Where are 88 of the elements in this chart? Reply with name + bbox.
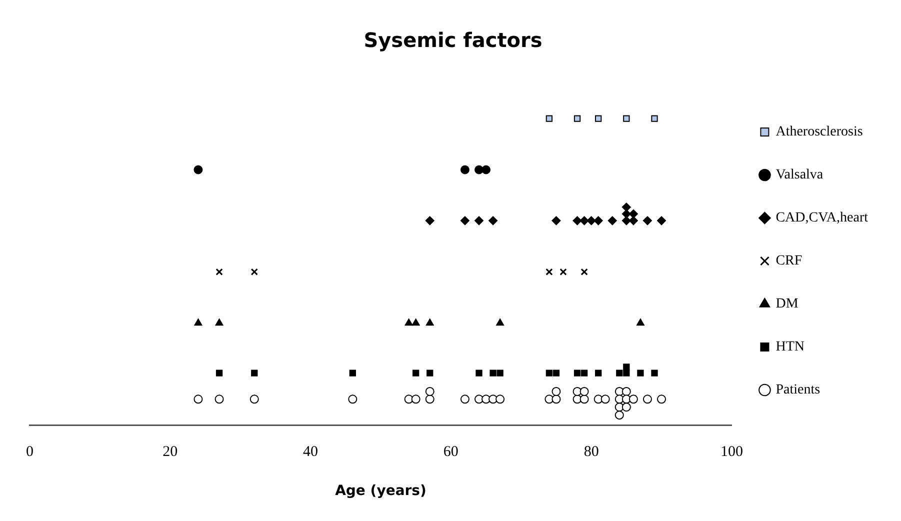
x-tick-label: 40 (303, 444, 318, 460)
chart-title: Sysemic factors (364, 28, 542, 52)
legend-label: HTN (776, 340, 804, 355)
point (574, 115, 581, 122)
point (580, 394, 589, 404)
point (600, 394, 610, 404)
point (580, 370, 588, 376)
point (426, 370, 434, 376)
point (496, 318, 504, 326)
point (628, 216, 638, 226)
legend-label: Patients (776, 382, 820, 398)
point (214, 394, 224, 404)
point (348, 394, 358, 404)
point (412, 318, 420, 326)
point (194, 165, 203, 174)
point (425, 386, 434, 396)
point (251, 370, 258, 376)
point (349, 370, 356, 376)
point (552, 394, 561, 404)
point (194, 318, 202, 326)
point (250, 268, 258, 276)
point (572, 216, 582, 226)
point (642, 394, 652, 404)
point (622, 402, 631, 412)
point (580, 386, 589, 396)
point (546, 115, 553, 122)
x-tick-label: 80 (584, 444, 599, 460)
point (546, 268, 553, 276)
point (628, 394, 638, 404)
point (474, 216, 484, 226)
point (425, 394, 434, 404)
point (608, 216, 617, 226)
point (496, 370, 504, 376)
legend-label: DM (776, 296, 799, 312)
x-tick-label: 60 (443, 444, 458, 460)
legend-label: CAD,CVA,heart (776, 210, 868, 226)
point (250, 394, 259, 404)
point (595, 115, 602, 122)
point (546, 370, 553, 376)
point (594, 216, 603, 226)
point (637, 370, 644, 376)
x-tick-label: 0 (26, 444, 34, 460)
point (595, 370, 602, 376)
point (642, 216, 652, 226)
point (488, 216, 498, 226)
point (426, 318, 434, 326)
point (623, 115, 630, 122)
point (460, 165, 470, 174)
point (412, 370, 420, 376)
point (657, 216, 666, 226)
point (574, 370, 581, 376)
point (460, 394, 470, 404)
point (404, 318, 413, 326)
legend-label: Valsalva (776, 168, 824, 183)
point (636, 318, 644, 326)
point (552, 370, 560, 376)
point (425, 216, 434, 226)
x-tick-label: 20 (162, 444, 178, 460)
point (628, 209, 638, 218)
point (560, 268, 567, 276)
point (580, 216, 589, 226)
point (216, 370, 223, 376)
point (586, 216, 596, 226)
point (460, 216, 470, 226)
point (622, 202, 631, 212)
point (552, 216, 561, 226)
point (616, 370, 623, 376)
point (216, 268, 223, 276)
x-tick-label: 100 (720, 444, 743, 460)
point (651, 370, 658, 376)
legend-label: CRF (776, 254, 802, 269)
point (411, 394, 420, 404)
point (657, 394, 666, 404)
point (651, 115, 658, 122)
point (580, 268, 588, 276)
point (496, 394, 505, 404)
point (476, 370, 482, 376)
point (490, 370, 496, 376)
point (614, 410, 624, 420)
point (482, 165, 491, 174)
point (623, 364, 630, 370)
x-axis-title: Age (years) (335, 483, 426, 500)
point (194, 394, 203, 404)
point (215, 318, 224, 326)
point (623, 370, 630, 376)
point (622, 386, 631, 396)
legend-label: Atherosclerosis (776, 124, 863, 140)
point (552, 386, 561, 396)
